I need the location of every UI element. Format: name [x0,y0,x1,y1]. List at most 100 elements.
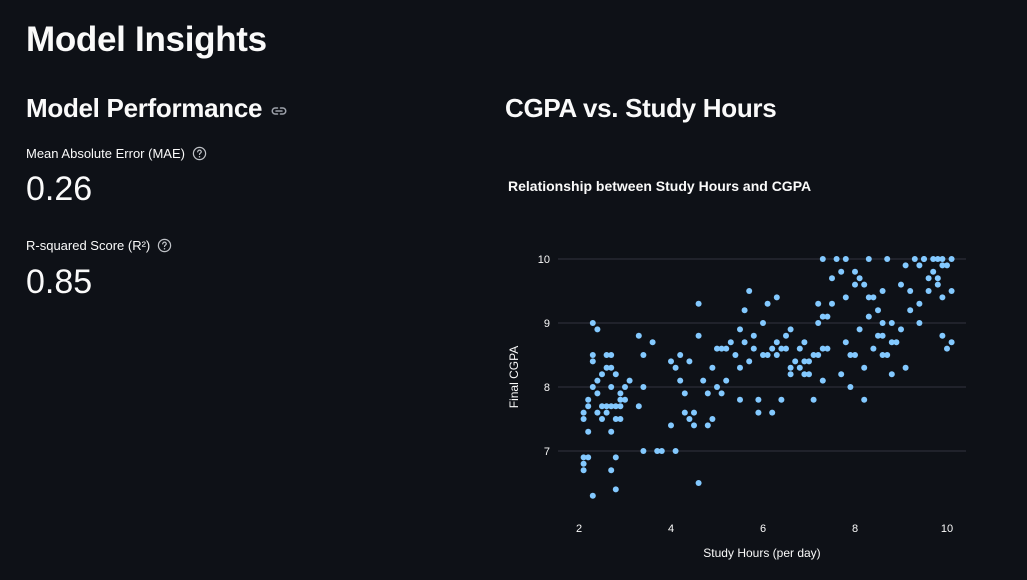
data-point[interactable] [888,339,895,346]
data-point[interactable] [884,256,891,262]
data-point[interactable] [806,371,812,378]
data-point[interactable] [737,326,743,333]
data-point[interactable] [898,281,904,288]
data-point[interactable] [778,396,785,403]
data-point[interactable] [865,256,872,262]
data-point[interactable] [700,377,707,384]
data-point[interactable] [585,396,592,403]
data-point[interactable] [939,256,946,262]
data-point[interactable] [760,352,766,358]
data-point[interactable] [585,403,592,410]
data-point[interactable] [580,409,587,416]
data-point[interactable] [599,416,605,422]
data-point[interactable] [801,358,808,365]
data-point[interactable] [668,422,674,429]
data-point[interactable] [787,371,794,378]
data-point[interactable] [737,364,743,371]
data-point[interactable] [603,403,610,410]
data-point[interactable] [686,358,693,365]
data-point[interactable] [709,416,716,422]
data-point[interactable] [617,416,624,422]
data-point[interactable] [865,313,872,320]
data-point[interactable] [612,416,619,422]
data-point[interactable] [833,256,840,262]
data-point[interactable] [796,345,803,352]
data-point[interactable] [865,294,872,301]
data-point[interactable] [750,345,757,352]
data-point[interactable] [649,339,656,346]
data-point[interactable] [939,294,946,301]
data-point[interactable] [783,332,789,339]
data-point[interactable] [921,256,927,262]
data-point[interactable] [622,396,628,403]
data-point[interactable] [617,390,624,397]
data-point[interactable] [948,339,955,346]
data-point[interactable] [608,467,615,474]
data-point[interactable] [819,345,826,352]
data-point[interactable] [723,345,730,352]
data-point[interactable] [893,339,900,346]
data-point[interactable] [806,358,812,365]
data-point[interactable] [792,358,799,365]
data-point[interactable] [934,275,941,282]
data-point[interactable] [916,320,923,326]
data-point[interactable] [704,422,711,429]
data-point[interactable] [589,384,596,390]
data-point[interactable] [861,364,868,371]
data-point[interactable] [727,339,734,346]
data-point[interactable] [787,326,794,333]
data-point[interactable] [709,364,716,371]
data-point[interactable] [815,300,822,307]
link-icon[interactable] [270,102,288,120]
data-point[interactable] [907,307,914,314]
data-point[interactable] [580,467,587,474]
data-point[interactable] [879,332,886,339]
data-point[interactable] [640,352,647,358]
data-point[interactable] [640,384,647,390]
data-point[interactable] [838,268,845,275]
data-point[interactable] [769,345,776,352]
data-point[interactable] [852,352,858,358]
data-point[interactable] [677,377,684,384]
data-point[interactable] [888,371,895,378]
data-point[interactable] [856,326,863,333]
data-point[interactable] [934,256,941,262]
data-point[interactable] [640,448,647,454]
data-point[interactable] [750,332,757,339]
data-point[interactable] [879,320,886,326]
data-point[interactable] [681,390,688,397]
data-point[interactable] [594,326,601,333]
data-point[interactable] [589,492,596,499]
data-point[interactable] [911,256,918,262]
data-point[interactable] [608,428,615,435]
data-point[interactable] [612,403,619,410]
data-point[interactable] [718,345,725,352]
data-point[interactable] [691,422,697,429]
data-point[interactable] [612,486,619,493]
data-point[interactable] [608,364,615,371]
data-point[interactable] [861,396,868,403]
data-point[interactable] [608,384,615,390]
data-point[interactable] [746,358,753,365]
data-point[interactable] [948,288,955,294]
data-point[interactable] [594,390,601,397]
data-point[interactable] [764,300,771,307]
data-point[interactable] [787,364,794,371]
data-point[interactable] [879,352,886,358]
data-point[interactable] [875,307,881,314]
data-point[interactable] [819,256,826,262]
data-point[interactable] [842,339,849,346]
data-point[interactable] [603,364,610,371]
data-point[interactable] [824,313,831,320]
data-point[interactable] [916,262,923,269]
data-point[interactable] [764,352,771,358]
data-point[interactable] [599,371,605,378]
data-point[interactable] [879,288,886,294]
data-point[interactable] [672,448,679,454]
data-point[interactable] [746,288,753,294]
data-point[interactable] [925,288,932,294]
data-point[interactable] [852,281,858,288]
data-point[interactable] [847,384,854,390]
data-point[interactable] [580,454,587,461]
data-point[interactable] [672,364,679,371]
